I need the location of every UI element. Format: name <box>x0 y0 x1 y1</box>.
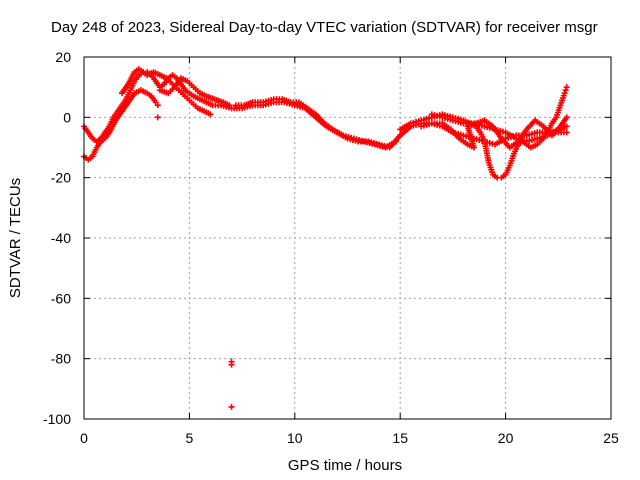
data-point <box>561 90 568 97</box>
data-point-interp <box>562 87 569 94</box>
data-point <box>563 84 570 91</box>
x-tick-label: 15 <box>392 430 408 446</box>
y-tick-label: -80 <box>51 351 71 367</box>
data-point <box>228 361 235 368</box>
data-point <box>392 138 399 145</box>
axis-ticks: 0 5 10 15 20 25 -100 -80 -60 -40 -20 0 20 <box>43 49 619 446</box>
data-point <box>563 114 570 121</box>
data-point <box>154 114 161 121</box>
grid <box>84 57 611 419</box>
y-tick-label: 0 <box>63 109 71 125</box>
y-tick-label: 20 <box>55 49 71 65</box>
data-point <box>563 123 570 130</box>
data-point <box>154 102 161 109</box>
data-point <box>152 99 159 106</box>
data-point <box>207 111 214 118</box>
y-axis-title: SDTVAR / TECUs <box>7 178 24 298</box>
chart-title: Day 248 of 2023, Sidereal Day-to-day VTE… <box>51 19 598 36</box>
data-point <box>226 102 233 109</box>
y-tick-label: -20 <box>51 170 71 186</box>
data-point <box>563 129 570 136</box>
data-marks <box>81 66 570 410</box>
x-tick-label: 5 <box>186 430 194 446</box>
x-tick-label: 10 <box>287 430 303 446</box>
x-tick-label: 25 <box>603 430 619 446</box>
x-tick-label: 20 <box>498 430 514 446</box>
y-tick-label: -40 <box>51 230 71 246</box>
y-tick-label: -60 <box>51 290 71 306</box>
data-point <box>228 403 235 410</box>
y-tick-label: -100 <box>43 411 71 427</box>
x-tick-label: 0 <box>80 430 88 446</box>
x-axis-title: GPS time / hours <box>288 457 402 474</box>
